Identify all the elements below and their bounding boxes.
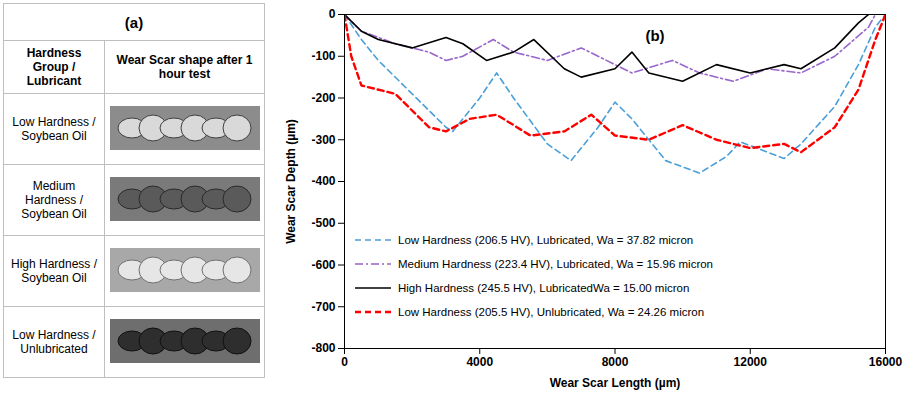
svg-text:-100: -100: [311, 49, 335, 63]
html-text:Medium Hardness / Soybean Oil: Medium Hardness / Soybean Oil: [21, 179, 87, 221]
svg-text:12000: 12000: [734, 355, 768, 369]
html-text:(a): (a): [124, 13, 144, 31]
svg-text:Wear Scar Depth (µm): Wear Scar Depth (µm): [284, 119, 298, 244]
html-text:Wear Scar shape after 1 hour t: Wear Scar shape after 1 hour test: [116, 53, 253, 81]
svg-text:-800: -800: [311, 341, 335, 355]
svg-text:4000: 4000: [466, 355, 493, 369]
html-text:High Hardness / Soybean Oil: High Hardness / Soybean Oil: [11, 257, 97, 285]
svg-text:-600: -600: [311, 258, 335, 272]
html-text:Hardness Group / Lubricant: Hardness Group / Lubricant: [26, 46, 82, 88]
html-text:Low Hardness (205.5 HV), Unlub: Low Hardness (205.5 HV), Unlubricated, W…: [398, 306, 705, 318]
svg-text:0: 0: [341, 355, 348, 369]
svg-text:-200: -200: [311, 91, 335, 105]
html-text:Medium Hardness (223.4 HV), Lu: Medium Hardness (223.4 HV), Lubricated, …: [398, 258, 713, 270]
svg-text:Wear Scar Length (µm): Wear Scar Length (µm): [550, 376, 681, 390]
html-text:Low Hardness / Soybean Oil: Low Hardness / Soybean Oil: [12, 115, 96, 143]
svg-text:(b): (b): [645, 27, 664, 44]
svg-text:-400: -400: [311, 174, 335, 188]
html-text:Low Hardness / Unlubricated: Low Hardness / Unlubricated: [12, 328, 96, 356]
html-text:Low Hardness (206.5 HV), Lubri: Low Hardness (206.5 HV), Lubricated, Wa …: [398, 234, 694, 246]
svg-text:16000: 16000: [869, 355, 903, 369]
svg-text:-500: -500: [311, 216, 335, 230]
svg-text:0: 0: [329, 7, 336, 21]
svg-text:-700: -700: [311, 300, 335, 314]
html-text:High Hardness (245.5 HV), Lubr: High Hardness (245.5 HV), LubricatedWa =…: [398, 282, 690, 294]
svg-text:8000: 8000: [602, 355, 629, 369]
svg-text:-300: -300: [311, 133, 335, 147]
